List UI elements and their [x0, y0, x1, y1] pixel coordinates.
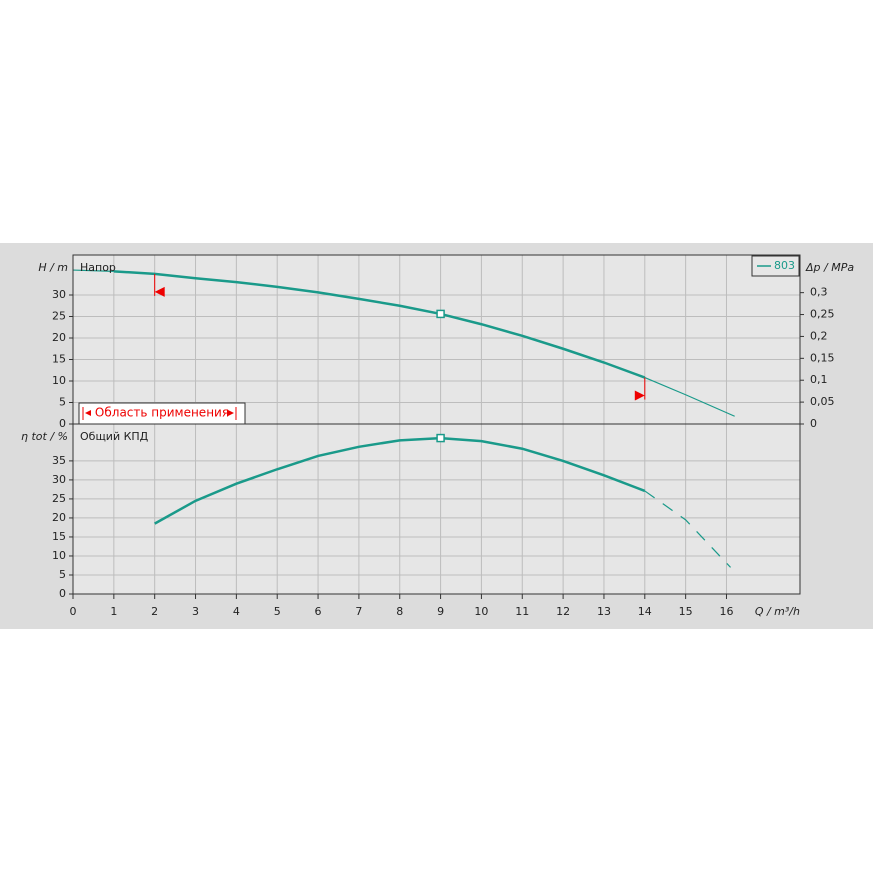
y-tick-label: 25	[52, 492, 66, 505]
y-tick-label: 15	[52, 352, 66, 365]
y2-tick-label: 0	[810, 417, 817, 430]
x-tick-label: 3	[192, 605, 199, 618]
y-tick-label: 20	[52, 511, 66, 524]
x-tick-label: 13	[597, 605, 611, 618]
y-tick-label: 5	[59, 568, 66, 581]
y2-tick-label: 0,25	[810, 308, 835, 321]
duty-point	[436, 309, 445, 319]
y-tick-label: 30	[52, 288, 66, 301]
y-tick-label: 5	[59, 395, 66, 408]
y2-tick-label: 0,3	[810, 286, 828, 299]
y-tick-label: 30	[52, 473, 66, 486]
x-tick-label: 8	[396, 605, 403, 618]
x-tick-label: 1	[110, 605, 117, 618]
legend	[751, 255, 800, 277]
x-tick-label: 6	[315, 605, 322, 618]
plot-frame-bottom	[72, 423, 801, 595]
duty-point	[436, 433, 445, 443]
y-tick-label: 35	[52, 454, 66, 467]
y-tick-label: 10	[52, 549, 66, 562]
curve	[154, 436, 646, 525]
range-arrow	[228, 410, 234, 416]
x-tick-label: 16	[719, 605, 733, 618]
y-axis-label: H / m	[38, 261, 68, 274]
y2-tick-label: 0,1	[810, 373, 828, 386]
x-tick-label: 2	[151, 605, 158, 618]
x-tick-label: 10	[474, 605, 488, 618]
y-tick-label: 25	[52, 309, 66, 322]
x-axis-label: Q / m³/h	[755, 605, 800, 618]
range-arrow	[85, 410, 91, 416]
curve	[72, 269, 114, 272]
y2-tick-label: 0,15	[810, 351, 835, 364]
panel-title: Общий КПД	[80, 430, 149, 443]
range-box	[78, 402, 246, 425]
y2-axis-label: Δp / MPa	[805, 261, 854, 274]
x-tick-label: 12	[556, 605, 570, 618]
y-tick-label: 0	[59, 587, 66, 600]
curve	[644, 377, 735, 417]
range-arrow	[634, 390, 645, 401]
y-tick-label: 15	[52, 530, 66, 543]
x-tick-label: 9	[437, 605, 444, 618]
curve	[644, 490, 732, 568]
range-label: Область применения	[95, 406, 229, 420]
range-arrow	[154, 286, 165, 297]
x-tick-label: 11	[515, 605, 529, 618]
y-tick-label: 0	[59, 417, 66, 430]
y2-tick-label: 0,2	[810, 329, 828, 342]
y-tick-label: 20	[52, 331, 66, 344]
legend-label: 803	[774, 259, 795, 272]
x-tick-label: 7	[355, 605, 362, 618]
y-tick-label: 10	[52, 374, 66, 387]
x-tick-label: 14	[638, 605, 652, 618]
y-axis-label: η tot / %	[21, 430, 68, 443]
panel-title: Напор	[80, 261, 116, 274]
x-tick-label: 15	[679, 605, 693, 618]
x-tick-label: 5	[274, 605, 281, 618]
curve	[113, 270, 646, 379]
x-tick-label: 0	[70, 605, 77, 618]
y2-tick-label: 0,05	[810, 395, 835, 408]
x-tick-label: 4	[233, 605, 240, 618]
